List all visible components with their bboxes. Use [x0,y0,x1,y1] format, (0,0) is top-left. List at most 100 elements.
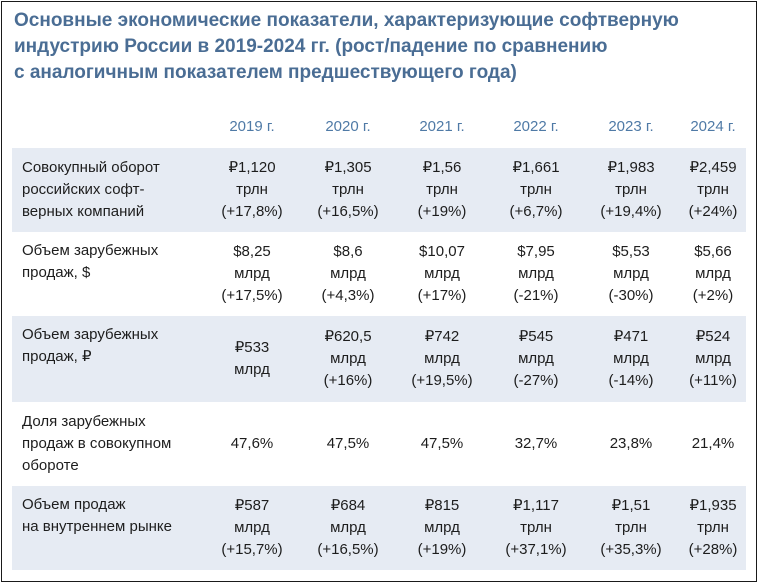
table-cell-line: млрд [234,519,270,536]
table-cell-line: ₽684 [330,497,366,514]
table-cell-line: ₽1,51 [611,497,651,514]
table-cell-line: млрд [695,350,731,367]
table-cell-line: ₽471 [613,328,649,345]
table-cell-line: (+19,5%) [411,372,473,389]
table-cell-line: ₽620,5 [324,328,372,345]
table-cell-line: (+19%) [417,541,467,558]
table-cell-line: ₽545 [518,328,554,345]
row-label-line: Объем продаж [22,496,126,513]
row-label-line: продаж в совокупном [22,435,172,452]
table-cell-line: (+35,3%) [600,541,662,558]
table-cell-line: трлн [697,181,729,198]
row-label-line: продаж, ₽ [22,348,92,365]
column-header-year: 2024 г. [690,118,736,135]
row-label-line: Совокупный оборот [22,159,160,176]
table-cell: ₽1,305 трлн (+16,5%) [300,157,396,223]
table-cell: 23,8% [583,433,679,455]
table-cell-line: млрд [424,519,460,536]
table-cell: $10,07 млрд (+17%) [394,241,490,307]
row-label-line: обороте [22,457,79,474]
table-cell-line: ₽1,305 [324,159,372,176]
table-cell-line: млрд [518,350,554,367]
table-cell-line: трлн [697,519,729,536]
table-cell-line: млрд [424,350,460,367]
table-cell: ₽1,56 трлн (+19%) [394,157,490,223]
row-label-line: верных компаний [22,203,145,220]
table-cell-line: ₽1,117 [513,497,559,514]
table-cell-line: (+24%) [688,203,738,220]
table-cell-line: 47,5% [420,435,464,452]
table-cell-line: (-30%) [608,287,654,304]
row-label: Объем зарубежных продаж, $ [22,240,158,284]
table-cell-line: (+11%) [689,372,737,389]
table-cell-line: млрд [518,265,554,282]
table-cell: ₽684 млрд (+16,5%) [300,495,396,561]
row-label: Совокупный оборот российских софт-верных … [22,157,160,223]
table-cell-line: $5,53 [612,243,650,260]
table-cell-line: ₽533 [234,339,270,356]
table-cell-line: млрд [330,350,366,367]
table-cell-line: ₽1,935 [689,497,737,514]
title-line: индустрию России в 2019-2024 гг. (рост/п… [14,36,608,57]
table-cell: ₽1,120 трлн (+17,8%) [204,157,300,223]
table-cell-line: (-21%) [513,287,559,304]
table-cell-line: (-14%) [608,372,654,389]
table-cell-line: ₽1,56 [422,159,462,176]
table-cell-line: 32,7% [514,435,558,452]
table-cell: ₽1,935 трлн (+28%) [665,495,760,561]
table-cell-line: (-27%) [513,372,559,389]
table-cell-line: трлн [236,181,268,198]
table-cell: ₽1,51 трлн (+35,3%) [583,495,679,561]
table-cell-line: млрд [330,265,366,282]
table-cell: ₽1,661 трлн (+6,7%) [488,157,584,223]
table-cell-line: (+2%) [692,287,734,304]
table-cell-line: ₽587 [234,497,270,514]
table-row: Объем зарубежных продаж, ₽ ₽533 млрд ₽620,5 м… [12,316,746,402]
table-cell-line: $5,66 [694,243,732,260]
table-cell-line: $8,6 [333,243,363,260]
table-cell-line: (+16%) [323,372,373,389]
table-cell-line: $8,25 [233,243,271,260]
row-label-line: Объем зарубежных [22,326,159,343]
table-cell: ₽545 млрд (-27%) [488,326,584,392]
table-cell-line: ₽1,661 [512,159,560,176]
table-cell-line: 47,6% [230,435,274,452]
table-cell: $8,25 млрд (+17,5%) [204,241,300,307]
table-cell-line: (+16,5%) [317,541,379,558]
table-cell-line: трлн [615,181,647,198]
table-cell-line: (+16,5%) [317,203,379,220]
column-header-year: 2019 г. [229,118,275,135]
table-cell-line: (+15,7%) [221,541,283,558]
title-line: с аналогичным показателем предшествующег… [14,62,517,83]
table-cell-line: трлн [615,519,647,536]
row-label: Объем зарубежных продаж, ₽ [22,324,158,368]
table-cell: ₽533 млрд [204,337,300,381]
table-cell-line: 47,5% [326,435,370,452]
column-header-year: 2021 г. [419,118,465,135]
table-cell-line: (+17,5%) [221,287,283,304]
table-cell-line: трлн [520,519,552,536]
table-cell: $5,53 млрд (-30%) [583,241,679,307]
table-cell-line: $7,95 [517,243,555,260]
table-cell: ₽587 млрд (+15,7%) [204,495,300,561]
table-cell-line: трлн [520,181,552,198]
table-cell-line: (+17,8%) [221,203,283,220]
table-cell: 47,6% [204,433,300,455]
table-cell: ₽1,117 трлн (+37,1%) [488,495,584,561]
table-cell: $7,95 млрд (-21%) [488,241,584,307]
table-cell-line: 23,8% [609,435,653,452]
table-cell-line: млрд [613,265,649,282]
table-cell: ₽742 млрд (+19,5%) [394,326,490,392]
table-cell-line: трлн [426,181,458,198]
title-line: Основные экономические показатели, харак… [14,10,679,31]
row-label: Объем продаж на внутреннем рынке [22,494,172,538]
row-label-line: Объем зарубежных [22,242,159,259]
row-label-line: на внутреннем рынке [22,518,172,535]
table-cell-line: млрд [234,361,270,378]
table-row: Объем зарубежных продаж, $ $8,25 млрд (+17,5… [12,232,746,316]
table-cell-line: ₽1,983 [607,159,655,176]
table-cell-line: (+6,7%) [509,203,563,220]
table-cell: ₽524 млрд (+11%) [665,326,760,392]
table-cell-line: (+4,3%) [321,287,375,304]
